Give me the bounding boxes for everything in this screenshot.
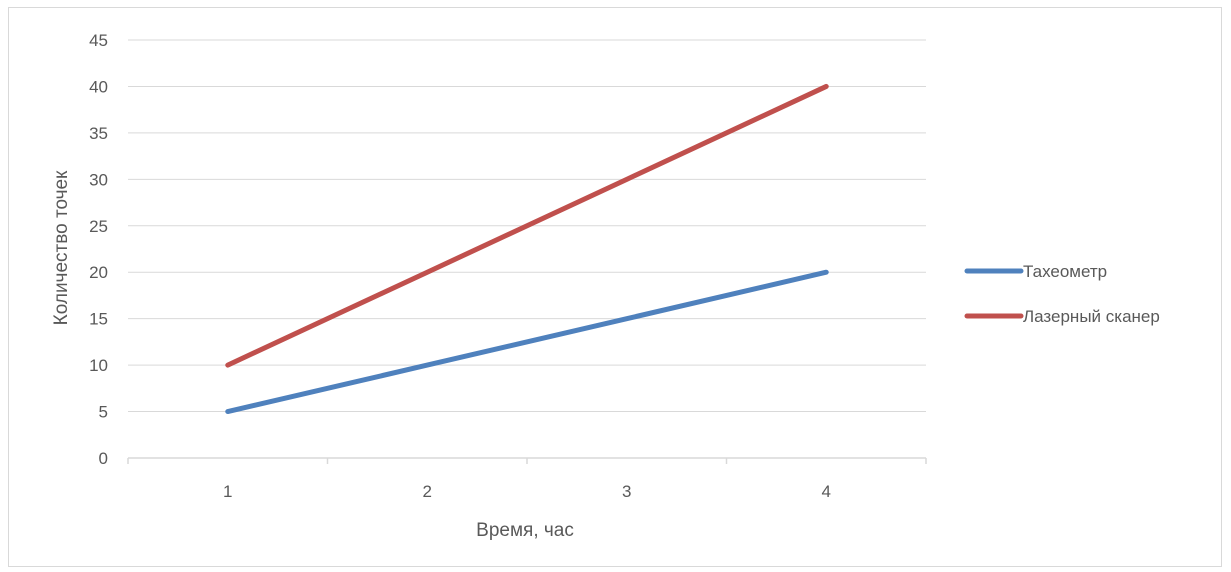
y-tick-label: 15 xyxy=(89,310,108,329)
x-tick-label: 4 xyxy=(822,482,831,501)
y-tick-label: 5 xyxy=(99,403,108,422)
y-tick-label: 45 xyxy=(89,31,108,50)
y-tick-label: 0 xyxy=(99,449,108,468)
x-tick-label: 1 xyxy=(223,482,232,501)
y-axis-title: Количество точек xyxy=(51,170,72,325)
y-tick-label: 30 xyxy=(89,170,108,189)
legend-label: Тахеометр xyxy=(1023,262,1107,281)
y-tick-label: 25 xyxy=(89,217,108,236)
gridlines xyxy=(128,39,926,413)
x-axis-title: Время, час xyxy=(476,520,574,541)
tick-labels: 0 5 10 15 20 25 30 35 40 45 1 2 3 4 xyxy=(89,31,831,501)
y-tick-label: 40 xyxy=(89,77,108,96)
series-lines xyxy=(225,83,829,415)
axes xyxy=(127,457,927,464)
series-line-1 xyxy=(225,269,829,415)
legend-label: Лазерный сканер xyxy=(1023,307,1160,326)
chart-area xyxy=(8,7,1222,567)
series-line-2 xyxy=(225,83,829,368)
y-tick-label: 20 xyxy=(89,263,108,282)
x-tick-label: 3 xyxy=(622,482,631,501)
y-tick-label: 10 xyxy=(89,356,108,375)
legend: Тахеометр Лазерный сканер xyxy=(964,262,1160,326)
x-tick-label: 2 xyxy=(423,482,432,501)
y-tick-label: 35 xyxy=(89,124,108,143)
